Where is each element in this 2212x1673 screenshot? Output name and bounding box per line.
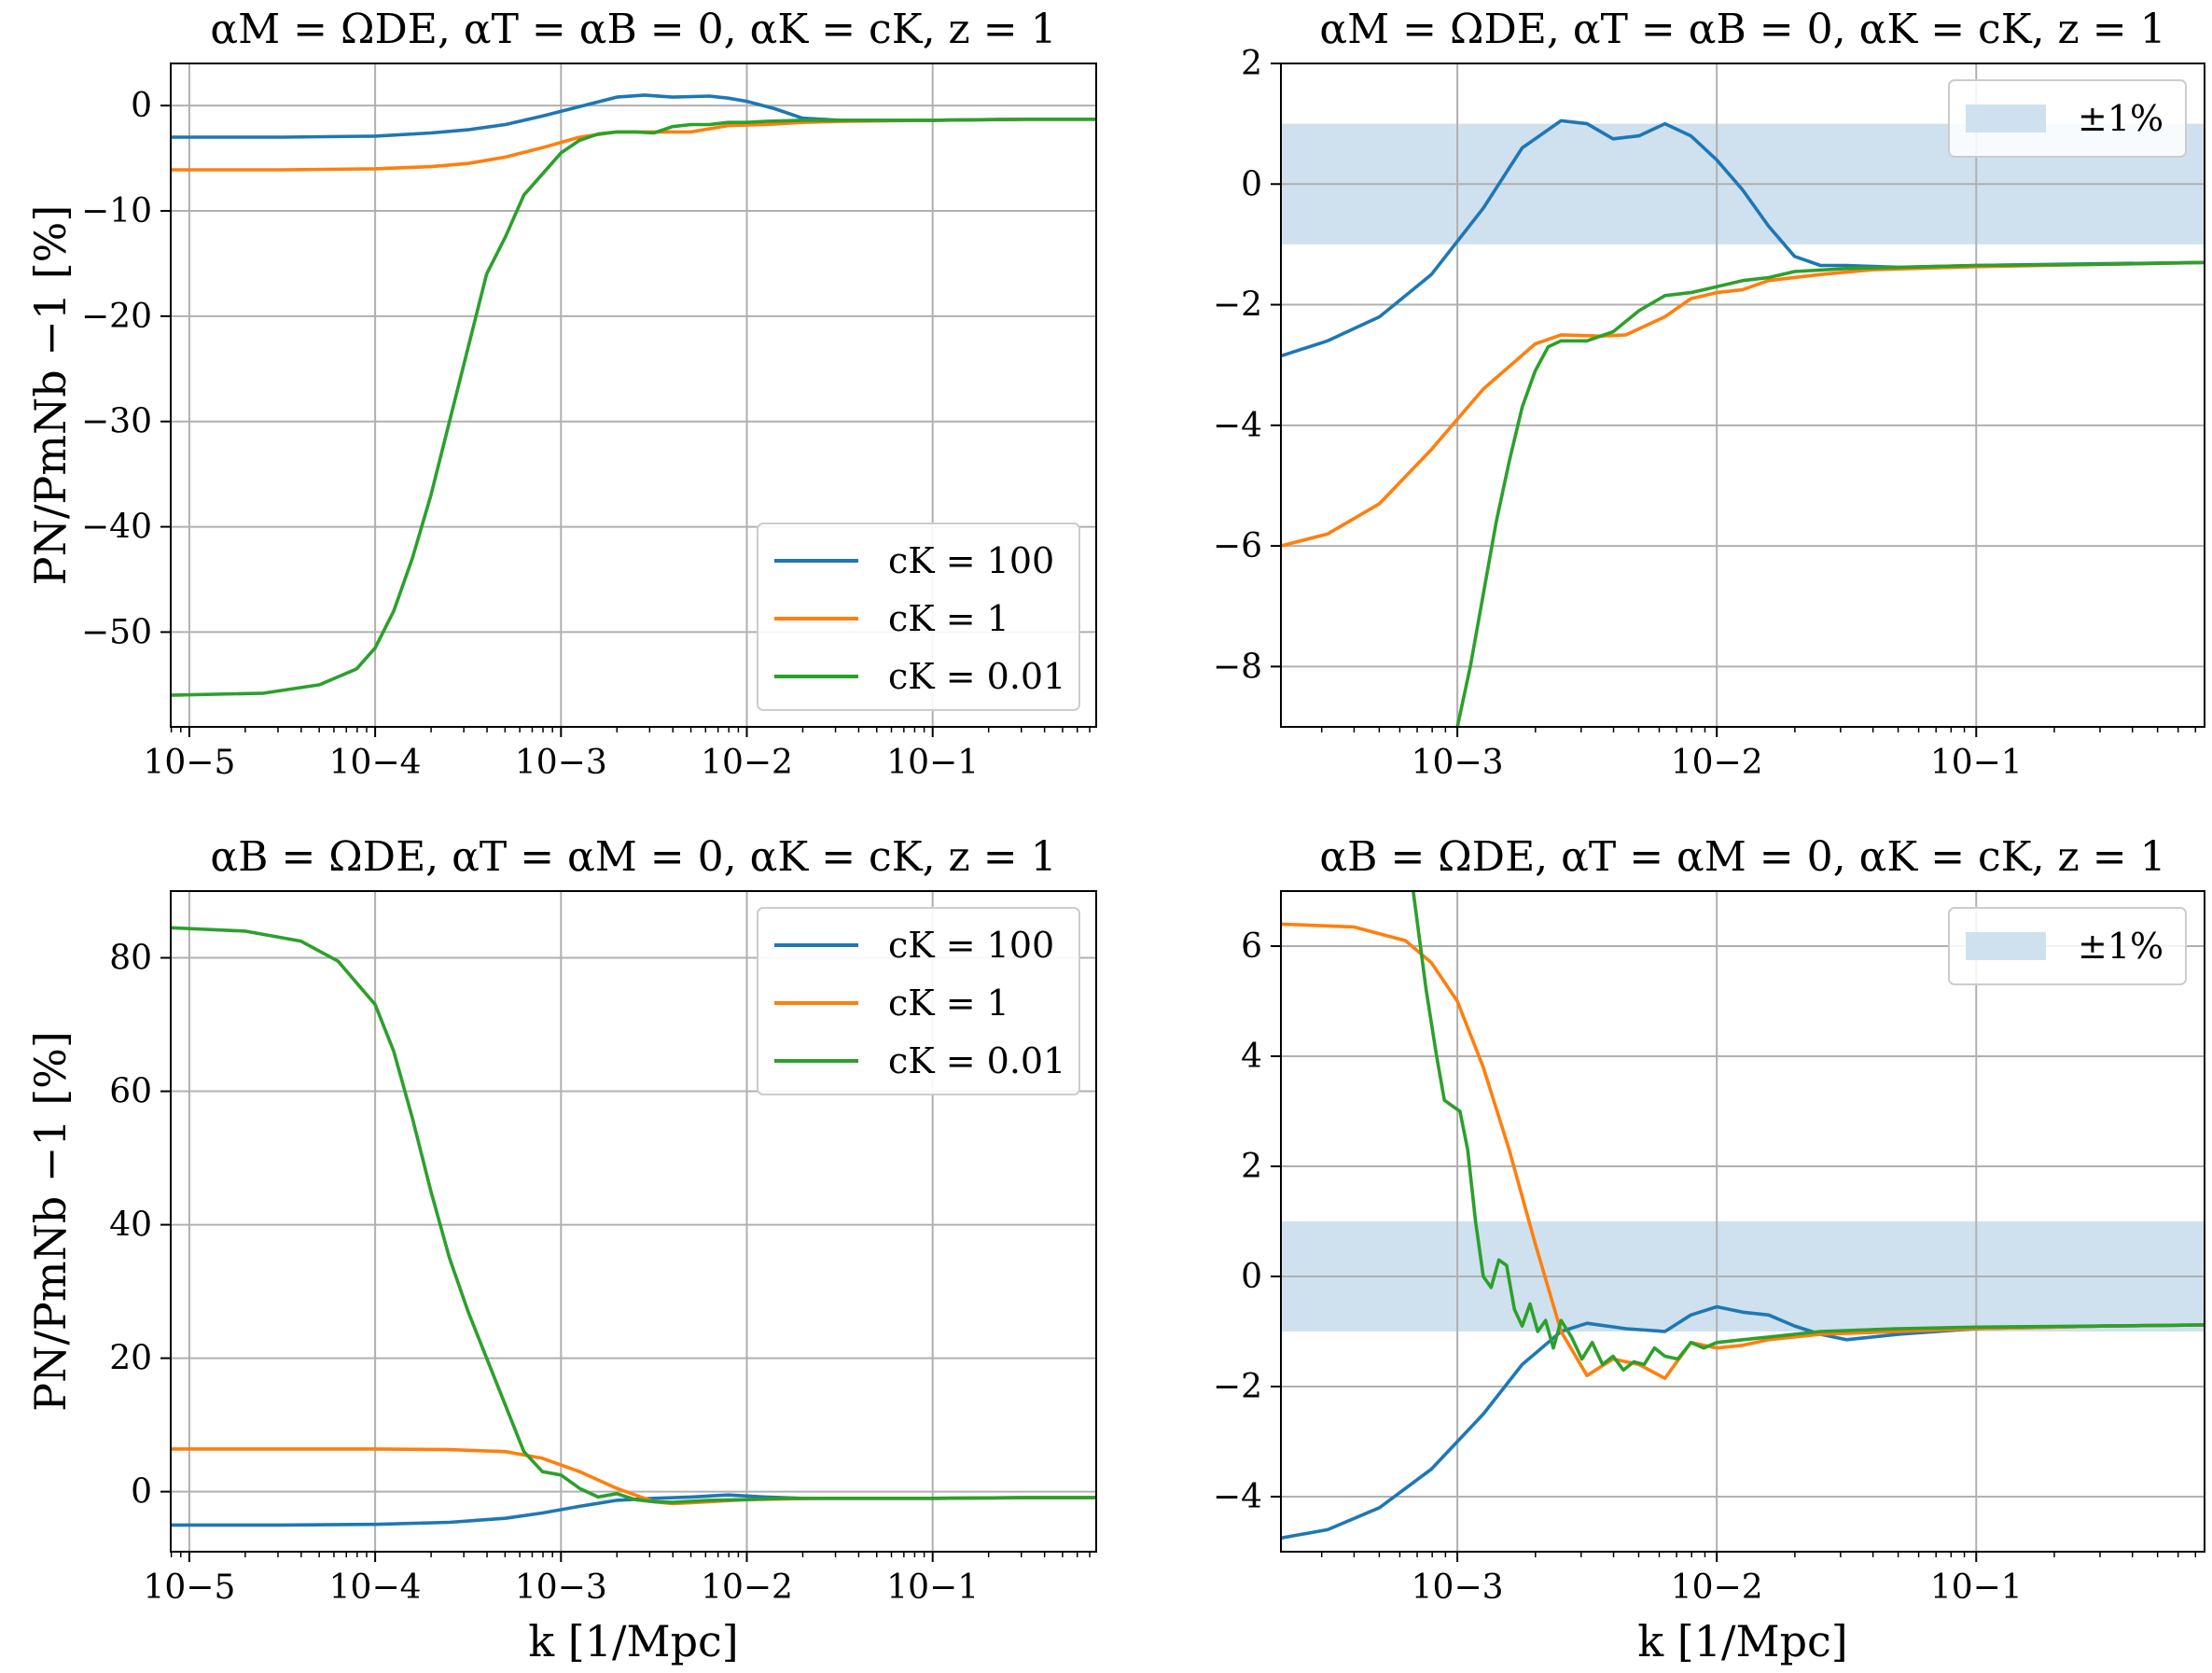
legend-box <box>757 523 1080 711</box>
axes-frame <box>1280 890 2205 1553</box>
legend-label: cK = 1 <box>888 598 1009 639</box>
chart-title: αM = ΩDE, αT = αB = 0, αK = cK, z = 1 <box>1319 6 2165 53</box>
series-line-0.01 <box>1412 891 2205 1373</box>
x-tick-label: 10−2 <box>1671 744 1763 782</box>
x-tick-label: 10−1 <box>1930 1568 2023 1607</box>
panel-bottom-right: 10−3 10−2 10−1 6 4 2 0 −2 −4 αB = ΩDE, αT = αM = … <box>1213 833 2205 1666</box>
x-tick-label: 10−2 <box>701 744 793 782</box>
legend-swatch-band <box>1966 932 2046 960</box>
panel-top-left: 10−5 10−4 10−3 10−2 10−1 0 −10 −20 −30 −40 −50 αM =… <box>25 6 1097 782</box>
legend: cK = 100 cK = 1 cK = 0.01 <box>757 907 1080 1095</box>
x-tick-label: 10−2 <box>1671 1568 1763 1607</box>
legend-label: ±1% <box>2078 926 2163 967</box>
y-tick-label: −6 <box>1213 527 1262 565</box>
axes-frame <box>170 63 1097 728</box>
legend-label: cK = 100 <box>888 925 1054 966</box>
panel-bottom-left: 10−5 10−4 10−3 10−2 10−1 80 60 40 20 0 αB = ΩDE, α… <box>25 833 1097 1666</box>
series-line-1 <box>171 118 1096 172</box>
chart-title: αM = ΩDE, αT = αB = 0, αK = cK, z = 1 <box>210 6 1056 53</box>
x-tick-label: 10−3 <box>515 1568 607 1607</box>
legend-label: cK = 100 <box>888 540 1054 581</box>
chart-title: αB = ΩDE, αT = αM = 0, αK = cK, z = 1 <box>1319 833 2165 881</box>
y-tick-label: 0 <box>131 1473 152 1512</box>
y-tick-label: 2 <box>1241 45 1262 83</box>
legend-label: cK = 0.01 <box>888 1040 1065 1081</box>
series-line-0.01 <box>171 118 1096 697</box>
series-line-100 <box>1281 1304 2205 1541</box>
y-tick-label: −8 <box>1213 648 1262 686</box>
x-tick-label: 10−5 <box>143 744 235 782</box>
legend-label: cK = 1 <box>888 983 1009 1024</box>
legend: ±1% <box>1948 79 2187 158</box>
legend-swatch-band <box>1966 105 2046 132</box>
x-axis-label: k [1/Mpc] <box>528 1616 738 1666</box>
legend-label: ±1% <box>2078 98 2163 139</box>
axes-frame <box>170 890 1097 1553</box>
y-axis-label: PN/PmNb −1 [%] <box>25 205 76 586</box>
x-tick-label: 10−1 <box>886 744 979 782</box>
legend-box <box>1948 907 2187 985</box>
x-tick-label: 10−5 <box>143 1568 235 1607</box>
y-tick-label: −40 <box>81 509 152 547</box>
legend: cK = 100 cK = 1 cK = 0.01 <box>757 523 1080 711</box>
y-tick-label: −2 <box>1213 1368 1262 1406</box>
x-tick-label: 10−3 <box>1412 1568 1504 1607</box>
y-tick-label: −4 <box>1213 407 1262 445</box>
y-tick-label: −20 <box>81 298 152 336</box>
panel-top-right: 10−3 10−2 10−1 2 0 −2 −4 −6 −8 αM = ΩDE, αT = αB … <box>1213 6 2205 782</box>
x-tick-label: 10−1 <box>1930 744 2023 782</box>
y-tick-label: 60 <box>109 1073 152 1111</box>
series-line-1 <box>1281 922 2205 1380</box>
series-line-0.01 <box>1455 260 2205 727</box>
series-line-1 <box>1281 260 2205 548</box>
y-tick-label: 2 <box>1241 1148 1262 1186</box>
y-tick-label: −2 <box>1213 286 1262 325</box>
x-tick-label: 10−4 <box>329 1568 422 1607</box>
y-tick-label: 40 <box>109 1206 152 1245</box>
y-tick-label: −30 <box>81 403 152 441</box>
legend: ±1% <box>1948 907 2187 985</box>
series-line-0.01 <box>171 926 1096 1504</box>
legend-box <box>757 907 1080 1095</box>
x-axis-label: k [1/Mpc] <box>1637 1616 1847 1666</box>
y-tick-label: −10 <box>81 192 152 230</box>
y-tick-label: −4 <box>1213 1478 1262 1516</box>
axes-frame <box>1280 63 2205 728</box>
x-tick-label: 10−2 <box>701 1568 793 1607</box>
y-tick-label: 80 <box>109 940 152 978</box>
y-tick-label: 0 <box>1241 165 1262 203</box>
x-tick-label: 10−3 <box>515 744 607 782</box>
x-tick-label: 10−3 <box>1412 744 1504 782</box>
x-tick-label: 10−1 <box>886 1568 979 1607</box>
y-tick-label: 20 <box>109 1340 152 1378</box>
y-tick-label: 0 <box>131 87 152 125</box>
y-tick-label: 0 <box>1241 1258 1262 1296</box>
chart-title: αB = ΩDE, αT = αM = 0, αK = cK, z = 1 <box>210 833 1056 881</box>
y-tick-label: 4 <box>1241 1038 1262 1076</box>
legend-box <box>1948 79 2187 158</box>
legend-label: cK = 0.01 <box>888 656 1065 697</box>
y-tick-label: 6 <box>1241 927 1262 966</box>
x-tick-label: 10−4 <box>329 744 422 782</box>
y-axis-label: PN/PmNb −1 [%] <box>25 1031 76 1412</box>
series-line-1 <box>171 1447 1096 1506</box>
y-tick-label: −50 <box>81 613 152 651</box>
